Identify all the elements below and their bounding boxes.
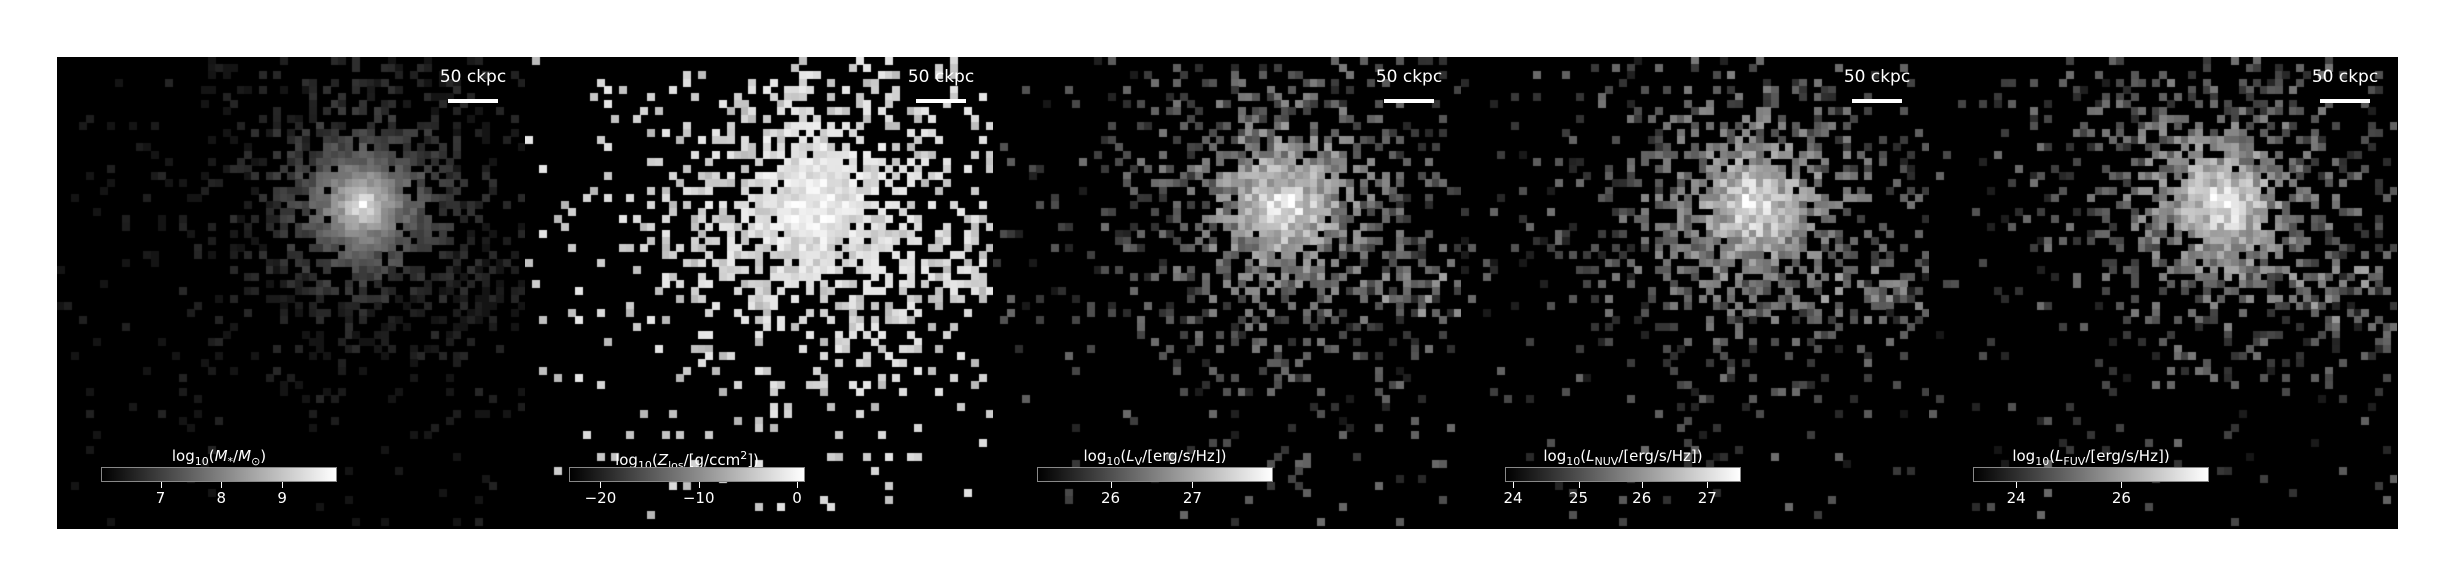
colorbar-tick bbox=[1641, 482, 1643, 488]
colorbar-tick bbox=[160, 482, 162, 488]
colorbar-tick-label: 26 bbox=[1632, 489, 1652, 507]
colorbar-label: log10(LV/[erg/s/Hz]) bbox=[1083, 447, 1227, 468]
colorbar-tick bbox=[1110, 482, 1112, 488]
colorbar-tick-label: 27 bbox=[1697, 489, 1717, 507]
scale-bar-line bbox=[916, 99, 966, 103]
panel-stellar-mass: 50 ckpc log10(M*/M⊙) 7 8 9 bbox=[57, 57, 525, 529]
colorbar-tick bbox=[1513, 482, 1515, 488]
colorbar-tick-label: 0 bbox=[792, 489, 802, 507]
colorbar-tick-label: −20 bbox=[584, 489, 617, 507]
colorbar-tick-label: −10 bbox=[682, 489, 715, 507]
colorbar-tick bbox=[1192, 482, 1194, 488]
galaxy-map-stellar-mass bbox=[57, 57, 525, 529]
colorbar-tick-label: 7 bbox=[155, 489, 166, 507]
colorbar-gradient bbox=[1505, 467, 1741, 482]
scale-bar-label: 50 ckpc bbox=[1375, 67, 1443, 87]
colorbar-tick bbox=[1707, 482, 1709, 488]
scale-bar: 50 ckpc bbox=[1844, 67, 1910, 103]
colorbar-tick-label: 26 bbox=[2111, 489, 2131, 507]
colorbar-label: log10(M*/M⊙) bbox=[171, 447, 267, 468]
scale-bar-label: 50 ckpc bbox=[907, 67, 975, 87]
colorbar-tick bbox=[2016, 482, 2018, 488]
panel-v-band: 50 ckpc log10(LV/[erg/s/Hz]) 26 27 bbox=[993, 57, 1461, 529]
scale-bar-label: 50 ckpc bbox=[2311, 67, 2379, 87]
scale-bar-label: 50 ckpc bbox=[1843, 67, 1911, 87]
colorbar-tick-label: 25 bbox=[1568, 489, 1589, 507]
colorbar-gradient bbox=[569, 467, 805, 482]
colorbar-tick-label: 24 bbox=[1503, 489, 1523, 507]
scale-bar-line bbox=[1852, 99, 1902, 103]
colorbar-tick bbox=[2121, 482, 2123, 488]
scale-bar: 50 ckpc bbox=[908, 67, 974, 103]
colorbar-label: log10(LFUV/[erg/s/Hz]) bbox=[2012, 447, 2170, 468]
colorbar-tick bbox=[698, 482, 700, 488]
galaxy-map-fuv bbox=[1929, 57, 2397, 529]
colorbar-gradient bbox=[1973, 467, 2209, 482]
galaxy-map-nuv bbox=[1461, 57, 1929, 529]
scale-bar-line bbox=[448, 99, 498, 103]
colorbar-tick bbox=[796, 482, 798, 488]
scale-bar: 50 ckpc bbox=[2312, 67, 2378, 103]
panel-nuv: 50 ckpc log10(LNUV/[erg/s/Hz]) 24 25 26 27 bbox=[1461, 57, 1929, 529]
scale-bar-line bbox=[1384, 99, 1434, 103]
colorbar-tick-label: 26 bbox=[1100, 489, 1121, 507]
scale-bar: 50 ckpc bbox=[440, 67, 506, 103]
colorbar-gradient bbox=[101, 467, 337, 482]
colorbar-label: log10(LNUV/[erg/s/Hz]) bbox=[1543, 447, 1703, 468]
galaxy-map-v-band bbox=[993, 57, 1461, 529]
scale-bar-label: 50 ckpc bbox=[439, 67, 507, 87]
scale-bar-line bbox=[2320, 99, 2370, 103]
galaxy-map-metals bbox=[525, 57, 993, 529]
colorbar-tick bbox=[282, 482, 284, 488]
panel-fuv: 50 ckpc log10(LFUV/[erg/s/Hz]) 24 26 bbox=[1929, 57, 2397, 529]
colorbar-tick bbox=[1578, 482, 1580, 488]
colorbar-tick-label: 24 bbox=[2006, 489, 2026, 507]
colorbar-tick-label: 8 bbox=[216, 489, 227, 507]
colorbar-gradient bbox=[1037, 467, 1273, 482]
panel-metals: 50 ckpc log10(Zlos/[g/ccm2]) −20 −10 0 bbox=[525, 57, 993, 529]
colorbar-tick-label: 9 bbox=[277, 489, 287, 507]
colorbar-tick bbox=[221, 482, 223, 488]
scale-bar: 50 ckpc bbox=[1376, 67, 1442, 103]
colorbar-tick-label: 27 bbox=[1182, 489, 1202, 507]
colorbar-tick bbox=[600, 482, 602, 488]
